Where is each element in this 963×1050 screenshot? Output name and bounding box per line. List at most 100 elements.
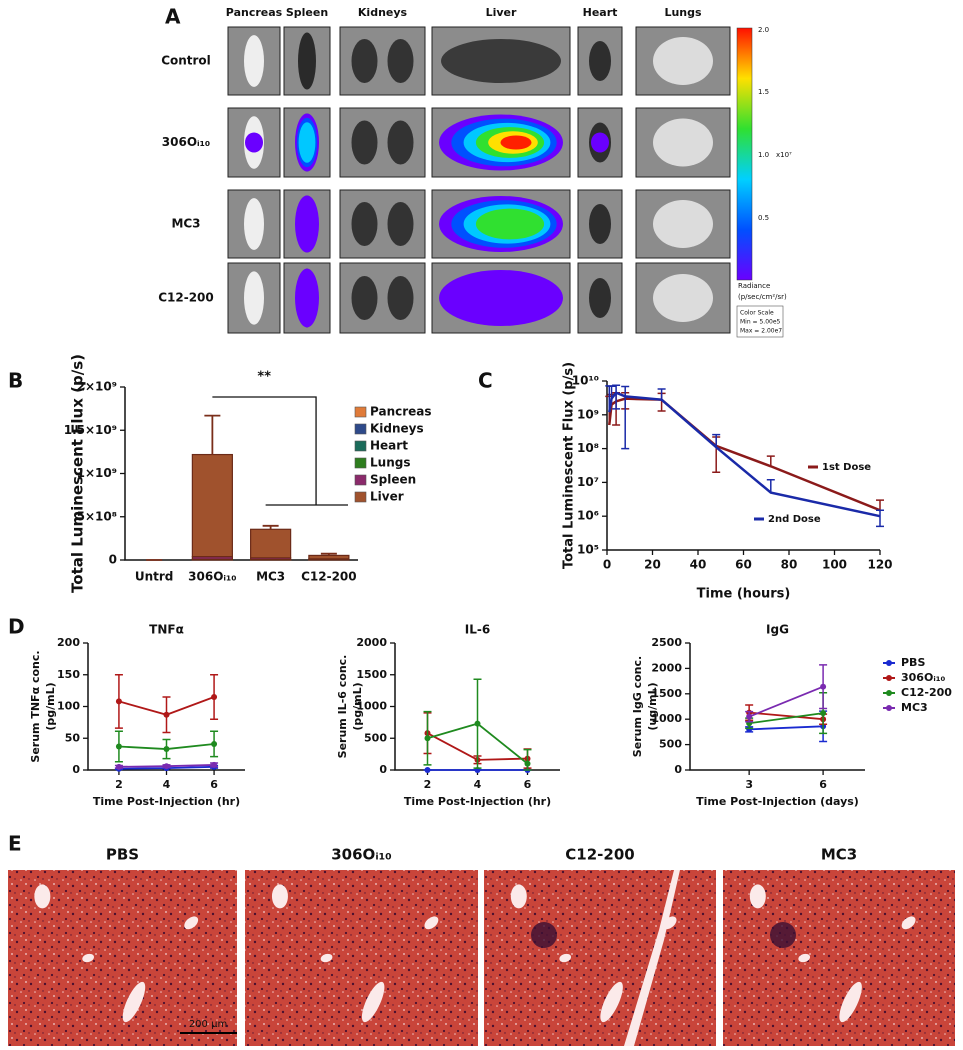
legend-swatch bbox=[354, 423, 367, 435]
vessel bbox=[82, 953, 95, 963]
histology-title: 306Oᵢ₁₀ bbox=[331, 846, 392, 864]
y-tick-label: 1500 bbox=[356, 668, 387, 681]
x-tick-label: 0 bbox=[603, 558, 611, 572]
error-whisker bbox=[876, 499, 884, 511]
series-line bbox=[748, 685, 824, 718]
point bbox=[211, 761, 218, 768]
vessel bbox=[34, 884, 51, 909]
x-tick-label: 306Oᵢ₁₀ bbox=[188, 570, 236, 584]
y-tick-label: 1500 bbox=[651, 687, 682, 700]
histology-title: C12-200 bbox=[565, 846, 634, 864]
legend-label: Heart bbox=[370, 439, 408, 453]
series-line bbox=[608, 391, 881, 518]
signal bbox=[298, 122, 316, 163]
color-info-box bbox=[736, 305, 784, 338]
bar-segment bbox=[250, 528, 292, 559]
y-tick-label: 200 bbox=[57, 636, 80, 649]
error-whisker bbox=[204, 414, 221, 455]
y-axis-label: (pg/mL) bbox=[351, 682, 364, 730]
organ bbox=[351, 39, 378, 83]
legend-swatch bbox=[354, 474, 367, 486]
y-tick-label: 5×10⁸ bbox=[77, 509, 117, 523]
vessel bbox=[749, 884, 766, 909]
vessel bbox=[600, 981, 623, 1023]
y-tick-label: 100 bbox=[57, 700, 80, 713]
legend-label: Spleen bbox=[370, 473, 416, 487]
legend-label: MC3 bbox=[901, 701, 928, 714]
organ bbox=[387, 120, 414, 165]
error-whisker bbox=[766, 478, 775, 493]
error-bar bbox=[204, 414, 221, 455]
error-bar bbox=[523, 748, 532, 771]
error-bar bbox=[766, 455, 775, 467]
y-tick-label: 10⁶ bbox=[577, 509, 599, 523]
panel-label: D bbox=[8, 615, 25, 639]
point bbox=[424, 735, 431, 742]
histology-title: MC3 bbox=[821, 846, 857, 864]
color-info: Min = 5.00e5 bbox=[740, 319, 781, 326]
point bbox=[746, 713, 753, 720]
color-info: Max = 2.00e7 bbox=[740, 328, 782, 335]
error-whisker bbox=[523, 748, 532, 771]
error-bar bbox=[712, 433, 721, 448]
y-tick-label: 10⁹ bbox=[577, 407, 599, 421]
organ bbox=[589, 41, 611, 81]
chart-title: IgG bbox=[766, 623, 789, 637]
bar-segment bbox=[191, 453, 233, 558]
y-axis-label: Total Luminescent Flux (p/s) bbox=[69, 354, 87, 593]
x-tick-label: 80 bbox=[781, 558, 798, 572]
axis-line bbox=[689, 643, 865, 771]
legend-label: Kidneys bbox=[370, 422, 424, 436]
error-bar bbox=[876, 499, 884, 511]
x-tick-label: C12-200 bbox=[301, 570, 357, 584]
y-tick-label: 2000 bbox=[651, 661, 682, 674]
point bbox=[211, 740, 218, 747]
x-tick-label: 120 bbox=[867, 558, 892, 572]
legend-marker bbox=[886, 675, 892, 681]
organ-header: Pancreas bbox=[226, 6, 283, 19]
series-line bbox=[749, 712, 824, 725]
series-tag: 1st Dose bbox=[822, 462, 871, 473]
y-tick-label: 1000 bbox=[356, 700, 387, 713]
group-label: MC3 bbox=[171, 217, 200, 231]
organ bbox=[351, 202, 378, 246]
error-bar bbox=[621, 385, 630, 450]
x-tick-label: 6 bbox=[210, 778, 218, 791]
error-whisker bbox=[612, 384, 621, 410]
signal bbox=[245, 132, 263, 153]
chart-title: TNFα bbox=[149, 623, 184, 637]
legend-marker bbox=[886, 660, 892, 666]
panel-label: A bbox=[165, 5, 181, 29]
vessel bbox=[424, 916, 439, 930]
error-bar bbox=[262, 524, 279, 530]
color-tick: 1.5 bbox=[758, 88, 769, 96]
legend-swatch bbox=[354, 491, 367, 503]
series-line bbox=[749, 725, 824, 731]
color-info: Color Scale bbox=[740, 310, 774, 317]
signal bbox=[500, 135, 532, 150]
x-tick-label: MC3 bbox=[256, 570, 285, 584]
vessel bbox=[901, 916, 916, 930]
color-tick: 2.0 bbox=[758, 26, 769, 34]
x-tick-label: 2 bbox=[115, 778, 123, 791]
error-bar bbox=[876, 509, 884, 528]
legend-swatch bbox=[354, 457, 367, 469]
error-whisker bbox=[876, 509, 884, 528]
vessel bbox=[798, 953, 811, 963]
y-tick-label: 50 bbox=[65, 731, 81, 744]
y-tick-label: 2500 bbox=[651, 636, 682, 649]
point bbox=[820, 683, 827, 690]
legend-label: Pancreas bbox=[370, 405, 432, 419]
panel-label: B bbox=[8, 369, 23, 393]
organ bbox=[653, 274, 713, 322]
legend-swatch bbox=[354, 440, 367, 452]
organ bbox=[387, 202, 414, 246]
y-tick-label: 2×10⁹ bbox=[77, 380, 117, 394]
error-whisker bbox=[607, 385, 616, 399]
point bbox=[163, 711, 170, 718]
y-tick-label: 10⁸ bbox=[577, 441, 599, 455]
y-tick-label: 0 bbox=[379, 763, 387, 776]
point bbox=[524, 760, 531, 767]
organ bbox=[589, 278, 611, 318]
